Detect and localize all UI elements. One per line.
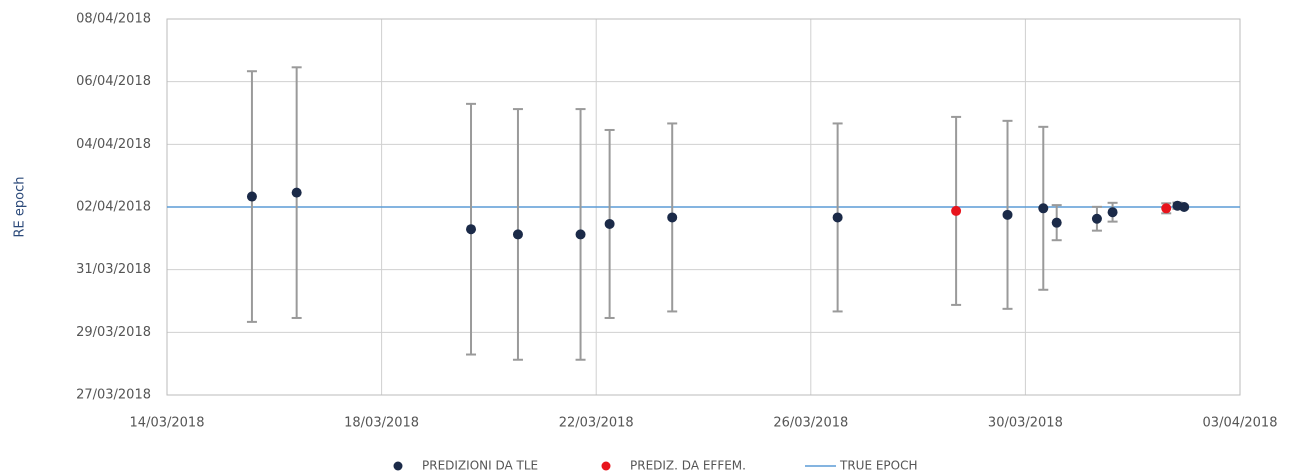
x-tick-label: 18/03/2018 [344,416,419,431]
y-tick-label: 06/04/2018 [76,74,151,89]
legend-label: TRUE EPOCH [839,459,918,473]
point [1091,213,1102,224]
legend-label: PREDIZIONI DA TLE [422,459,538,473]
legend-marker [393,461,403,471]
y-tick-label: 27/03/2018 [76,388,151,403]
x-tick-label: 03/04/2018 [1203,416,1278,431]
y-tick-label: 02/04/2018 [76,200,151,215]
point [1107,207,1118,218]
y-tick-label: 31/03/2018 [76,262,151,277]
point [667,212,678,223]
x-tick-label: 26/03/2018 [773,416,848,431]
x-tick-label: 22/03/2018 [559,416,634,431]
x-tick-label: 14/03/2018 [130,416,205,431]
legend-marker [601,461,611,471]
y-tick-label: 08/04/2018 [76,12,151,27]
legend-label: PREDIZ. DA EFFEM. [630,459,746,473]
point [1051,217,1062,228]
y-tick-label: 29/03/2018 [76,325,151,340]
point [466,224,477,235]
x-tick-label: 30/03/2018 [988,416,1063,431]
point [832,212,843,223]
point [1179,202,1190,212]
point [1038,203,1049,214]
point [1161,203,1172,214]
y-axis-title: RE epoch [13,177,28,238]
point [246,191,257,202]
point [291,187,302,198]
point [512,229,523,240]
point [604,218,615,229]
point [575,229,586,240]
y-tick-label: 04/04/2018 [76,137,151,152]
point [1002,209,1013,220]
point [951,205,962,216]
